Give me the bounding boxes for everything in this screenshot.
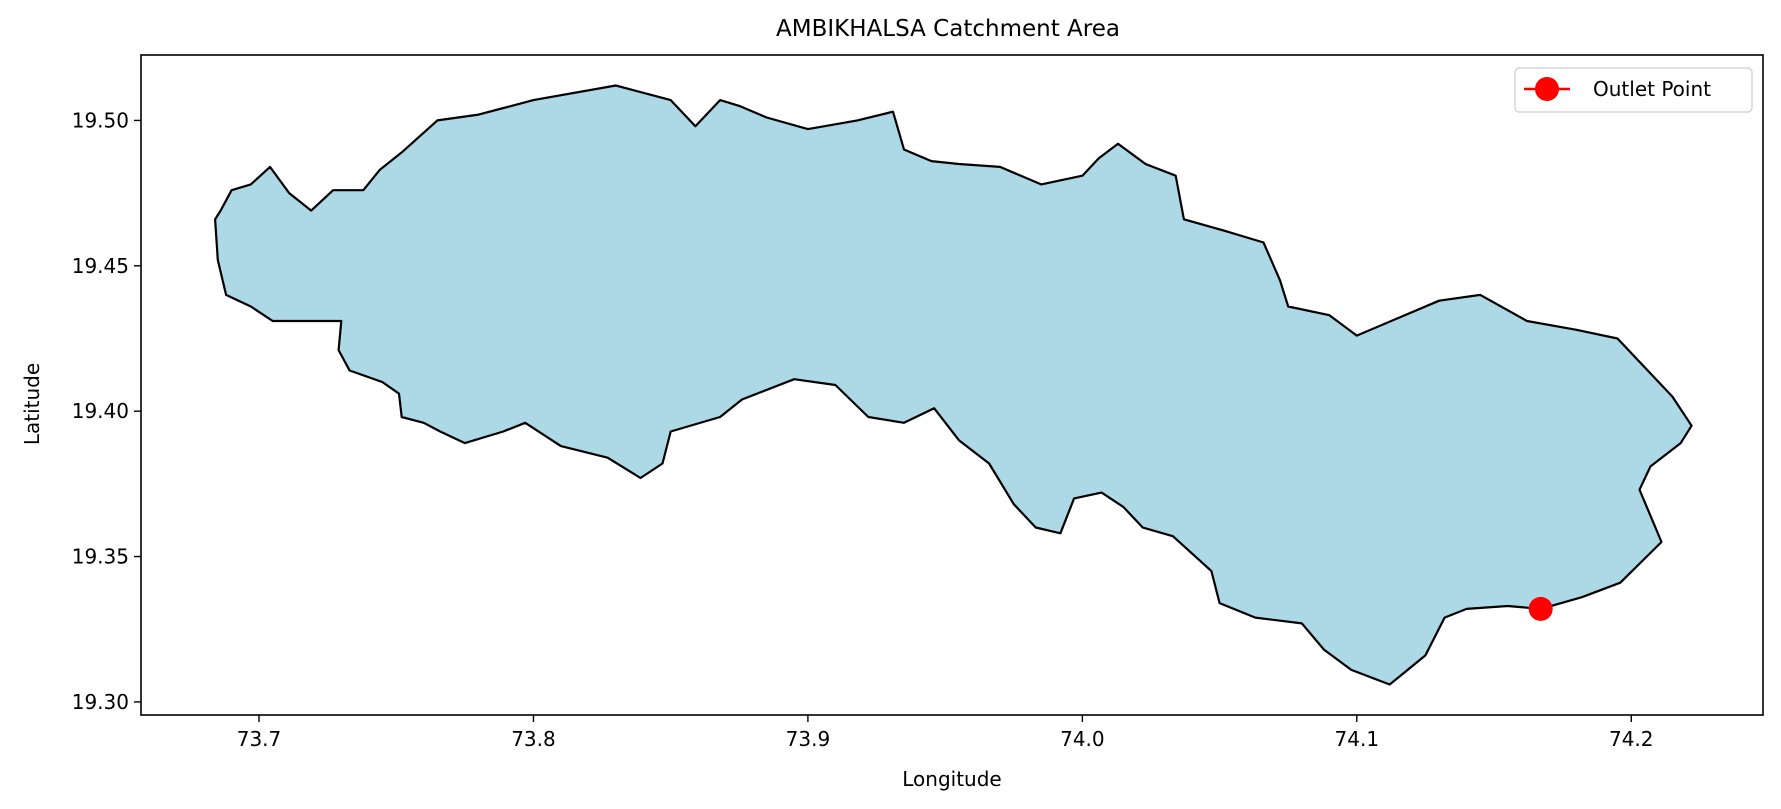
y-axis-label: Latitude — [20, 363, 44, 445]
x-tick-label: 74.2 — [1609, 727, 1654, 751]
x-tick-label: 73.9 — [786, 727, 831, 751]
catchment-polygon — [214, 84, 1693, 686]
x-axis-label: Longitude — [902, 767, 1001, 791]
legend-label: Outlet Point — [1593, 77, 1711, 101]
y-tick-label: 19.50 — [72, 108, 129, 132]
outlet-point-marker[interactable] — [1528, 596, 1553, 621]
y-tick-label: 19.40 — [72, 399, 129, 423]
legend-marker-icon — [1535, 77, 1559, 101]
x-tick-label: 73.7 — [237, 727, 282, 751]
map-title: AMBIKHALSA Catchment Area — [776, 16, 1120, 42]
x-tick-label: 73.8 — [511, 727, 556, 751]
x-tick-label: 74.1 — [1335, 727, 1380, 751]
y-tick-label: 19.30 — [72, 690, 129, 714]
legend: Outlet Point — [1514, 67, 1753, 113]
x-tick-label: 74.0 — [1060, 727, 1105, 751]
y-tick-label: 19.45 — [72, 254, 129, 278]
legend-frame — [1514, 67, 1753, 113]
y-tick-label: 19.35 — [72, 545, 129, 569]
axes: 73.7 73.8 73.9 74.0 74.1 74.2 19.30 19.35 19.40 1… — [72, 54, 1764, 751]
plot-area — [214, 84, 1693, 686]
axes-frame — [140, 54, 1764, 716]
